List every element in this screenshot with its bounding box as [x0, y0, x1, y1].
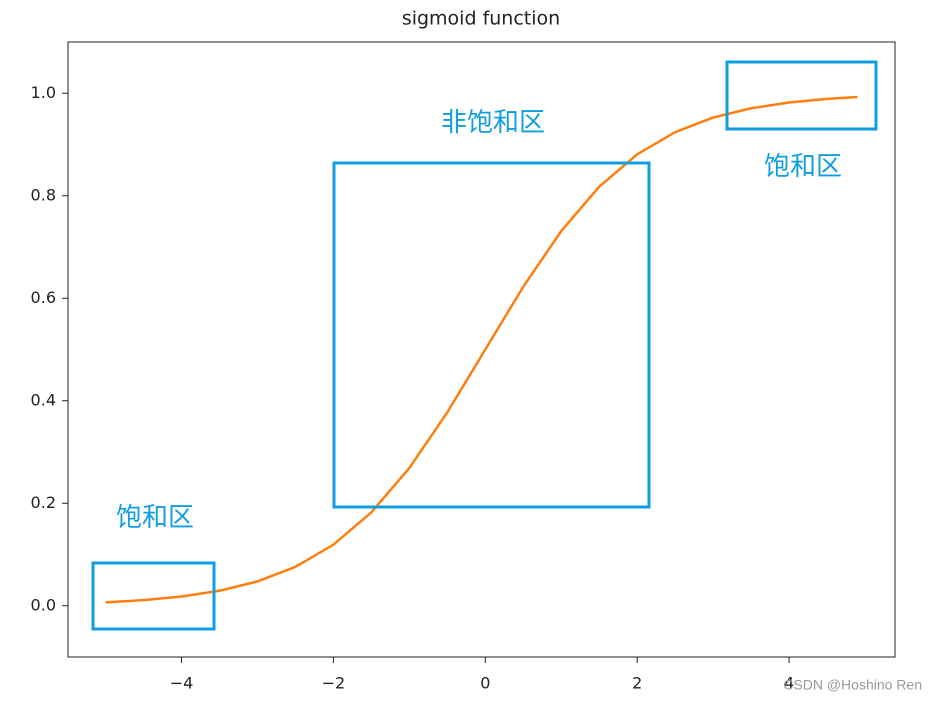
highlight-box	[91, 561, 216, 631]
y-tick-label: 0.0	[31, 595, 56, 614]
highlight-box	[332, 161, 651, 509]
y-tick-label: 0.6	[31, 288, 56, 307]
annotation: 饱和区	[116, 502, 194, 532]
x-tick-label: −4	[170, 674, 194, 693]
x-tick-label: −2	[322, 674, 346, 693]
x-tick-label: 2	[632, 674, 642, 693]
y-tick-label: 0.8	[31, 185, 56, 204]
plot-area: −4 −2 0 2 4 0.0 0.2 0.4 0.6 0.8 1.0	[31, 83, 858, 693]
x-tick-label: 4	[784, 674, 794, 693]
y-tick-label: 0.2	[31, 493, 56, 512]
annotation: 非饱和区	[441, 107, 545, 137]
y-tick-label: 1.0	[31, 83, 56, 102]
y-tick-label: 0.4	[31, 390, 56, 409]
watermark: CSDN @Hoshino Ren	[783, 677, 922, 693]
axes-frame	[67, 41, 896, 658]
annotation: 饱和区	[764, 151, 842, 181]
chart-title: sigmoid function	[402, 8, 560, 30]
line-series	[105, 95, 858, 604]
highlight-box	[725, 60, 878, 131]
x-tick-label: 0	[480, 674, 490, 693]
